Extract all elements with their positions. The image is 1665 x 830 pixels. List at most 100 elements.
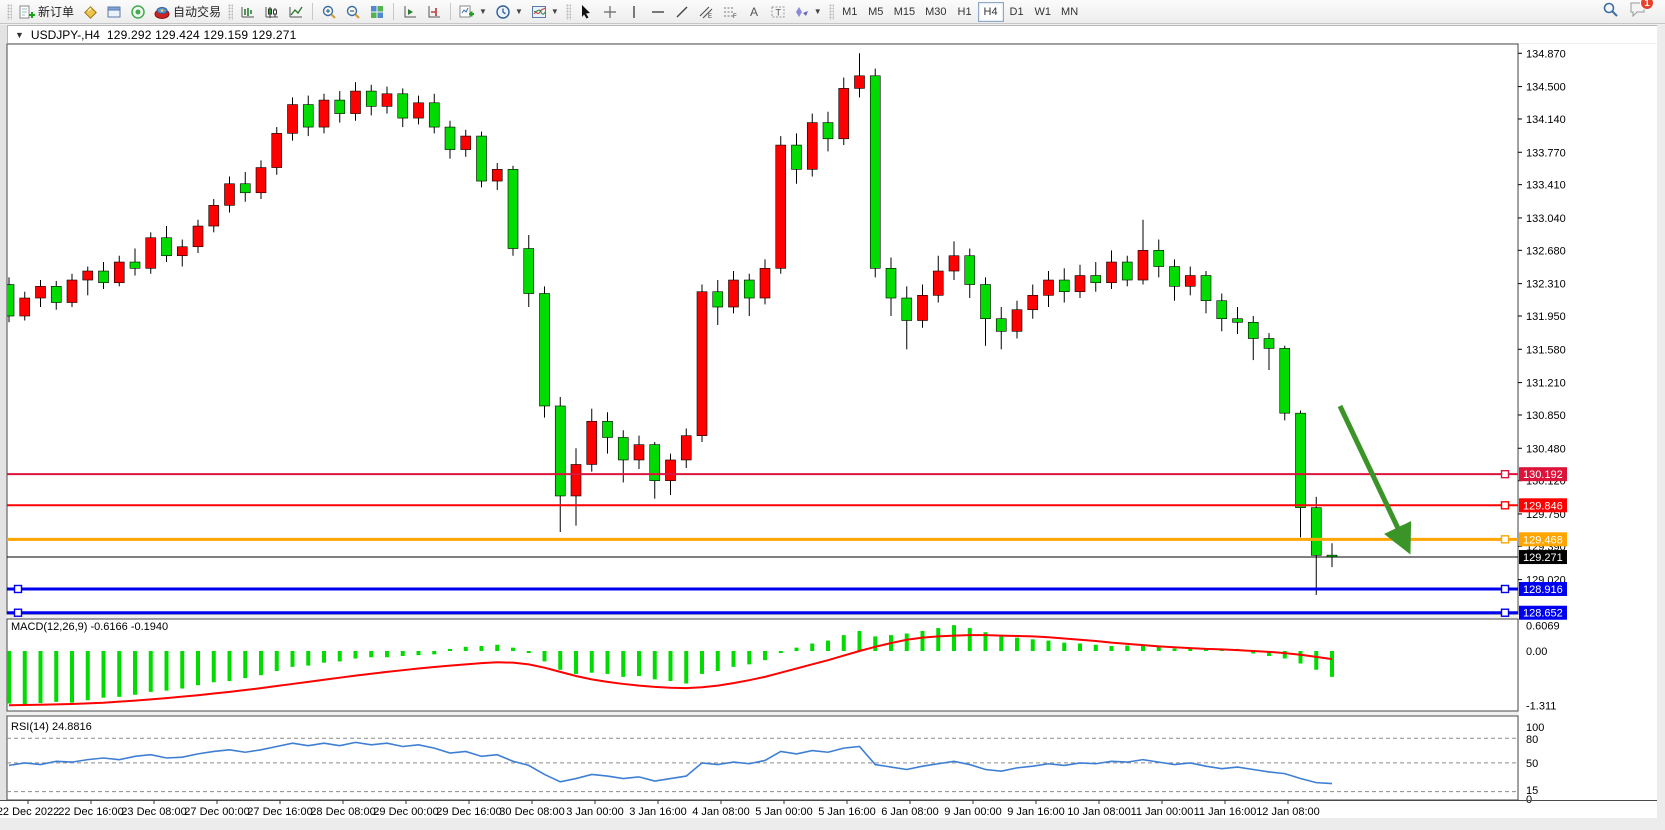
notifications-button[interactable]: 1 (1629, 0, 1654, 22)
svg-text:29 Dec 16:00: 29 Dec 16:00 (436, 806, 501, 818)
window-button[interactable] (102, 1, 126, 22)
timeframe-m15[interactable]: M15 (889, 2, 920, 22)
shapes-button[interactable]: ▼ (790, 1, 826, 22)
svg-text:132.310: 132.310 (1526, 279, 1566, 291)
main-chart-pane[interactable] (6, 43, 1519, 615)
line-handle[interactable] (1500, 535, 1510, 544)
trendline-button[interactable] (670, 1, 694, 22)
time-scale-area[interactable] (0, 801, 1657, 818)
candle-body (854, 75, 865, 89)
toolbar-grip[interactable] (228, 3, 234, 20)
candle-body (161, 237, 172, 257)
crosshair-button[interactable] (598, 1, 622, 22)
channel-button[interactable]: E (694, 1, 718, 22)
line-handle[interactable] (1500, 584, 1510, 594)
timeframe-mn[interactable]: MN (1056, 2, 1083, 22)
line-handle[interactable] (13, 608, 23, 617)
vertical-line-button[interactable] (622, 1, 646, 22)
signal-icon (130, 4, 146, 20)
autotrade-button[interactable]: 自动交易 (150, 1, 225, 22)
candle-body (192, 225, 204, 248)
line-chart-button[interactable] (284, 1, 308, 22)
vertical-line-icon (626, 4, 642, 20)
tile-windows-button[interactable] (365, 1, 389, 22)
timeframe-h1[interactable]: H1 (952, 2, 978, 22)
candle-body (791, 144, 802, 170)
chart-shift-button[interactable] (422, 1, 446, 22)
candle-body (806, 122, 818, 170)
fibonacci-button[interactable]: F (718, 1, 742, 22)
chevron-down-icon: ▼ (550, 7, 559, 16)
candle-body (1043, 279, 1054, 296)
svg-text:134.500: 134.500 (1526, 82, 1566, 94)
candle-body (491, 169, 503, 182)
macd-pane[interactable] (6, 618, 1519, 712)
signal-button[interactable] (126, 1, 150, 22)
window-left-edge (0, 25, 7, 830)
svg-text:5 Jan 00:00: 5 Jan 00:00 (755, 806, 813, 818)
chevron-down-icon: ▼ (813, 7, 822, 16)
text-button[interactable]: A (742, 1, 766, 22)
svg-text:11 Jan 00:00: 11 Jan 00:00 (1131, 806, 1194, 818)
candle-body (1232, 318, 1243, 323)
new-order-label: 新订单 (38, 5, 75, 19)
candle-body (255, 167, 267, 194)
auto-scroll-button[interactable] (398, 1, 422, 22)
chart-title-bar[interactable]: ▼ USDJPY-,H4 129.292 129.424 129.159 129… (7, 25, 1658, 43)
new-chart-icon (459, 4, 475, 20)
line-handle[interactable] (13, 584, 23, 594)
line-handle[interactable] (1500, 501, 1510, 510)
candle-body (980, 284, 991, 320)
candle-body (318, 99, 330, 128)
chart-menu-icon[interactable]: ▼ (15, 29, 24, 40)
period-button[interactable]: ▼ (491, 1, 527, 22)
macd-axis: 0.6069 0.00 -1.311 (1526, 621, 1560, 713)
price-scale-area[interactable] (1519, 44, 1657, 818)
timeframe-d1[interactable]: D1 (1004, 2, 1030, 22)
price-tag (1519, 605, 1567, 620)
toolbar-right: 1 (1602, 0, 1661, 23)
channel-icon: E (698, 4, 714, 20)
line-handle[interactable] (1500, 469, 1510, 479)
candle-body (1074, 275, 1086, 293)
candle-body (869, 75, 881, 269)
new-chart-button[interactable]: ▼ (455, 1, 491, 22)
cursor-button[interactable] (574, 1, 598, 22)
toolbar-grip[interactable] (565, 3, 571, 20)
market-watch-button[interactable] (78, 1, 102, 22)
timeframe-h4[interactable]: H4 (977, 1, 1004, 22)
candle-body (932, 270, 944, 296)
window-bottom-edge (0, 818, 1665, 830)
zoom-in-button[interactable] (317, 1, 341, 22)
timeframe-m5[interactable]: M5 (863, 2, 889, 22)
zoom-out-button[interactable] (341, 1, 365, 22)
candlestick-button[interactable] (260, 1, 284, 22)
svg-text:3 Jan 16:00: 3 Jan 16:00 (629, 806, 687, 818)
new-order-button[interactable]: 新订单 (15, 1, 78, 22)
candle-body (523, 248, 535, 294)
trend-arrow[interactable] (1337, 404, 1412, 555)
price-tag-label: 128.652 (1523, 608, 1563, 620)
toolbar-grip[interactable] (7, 3, 12, 20)
bar-chart-button[interactable] (236, 1, 260, 22)
svg-text:100: 100 (1526, 722, 1544, 734)
line-handle[interactable] (1500, 608, 1510, 617)
text-label-button[interactable]: T (766, 1, 790, 22)
search-icon[interactable] (1602, 1, 1619, 23)
notification-badge: 1 (1640, 0, 1654, 10)
timeframe-m1[interactable]: M1 (837, 2, 863, 22)
svg-text:80: 80 (1526, 734, 1538, 746)
toolbar-grip[interactable] (828, 3, 834, 20)
timeframe-m30[interactable]: M30 (920, 2, 951, 22)
candle-body (35, 286, 46, 299)
svg-text:F: F (733, 14, 737, 20)
timeframe-w1[interactable]: W1 (1030, 2, 1057, 22)
horizontal-line-icon (650, 4, 666, 20)
horizontal-line-button[interactable] (646, 1, 670, 22)
indicators-button[interactable]: ▼ (527, 1, 563, 22)
candle-body (176, 246, 188, 257)
rsi-pane[interactable] (6, 715, 1519, 801)
candle-body (838, 88, 850, 140)
